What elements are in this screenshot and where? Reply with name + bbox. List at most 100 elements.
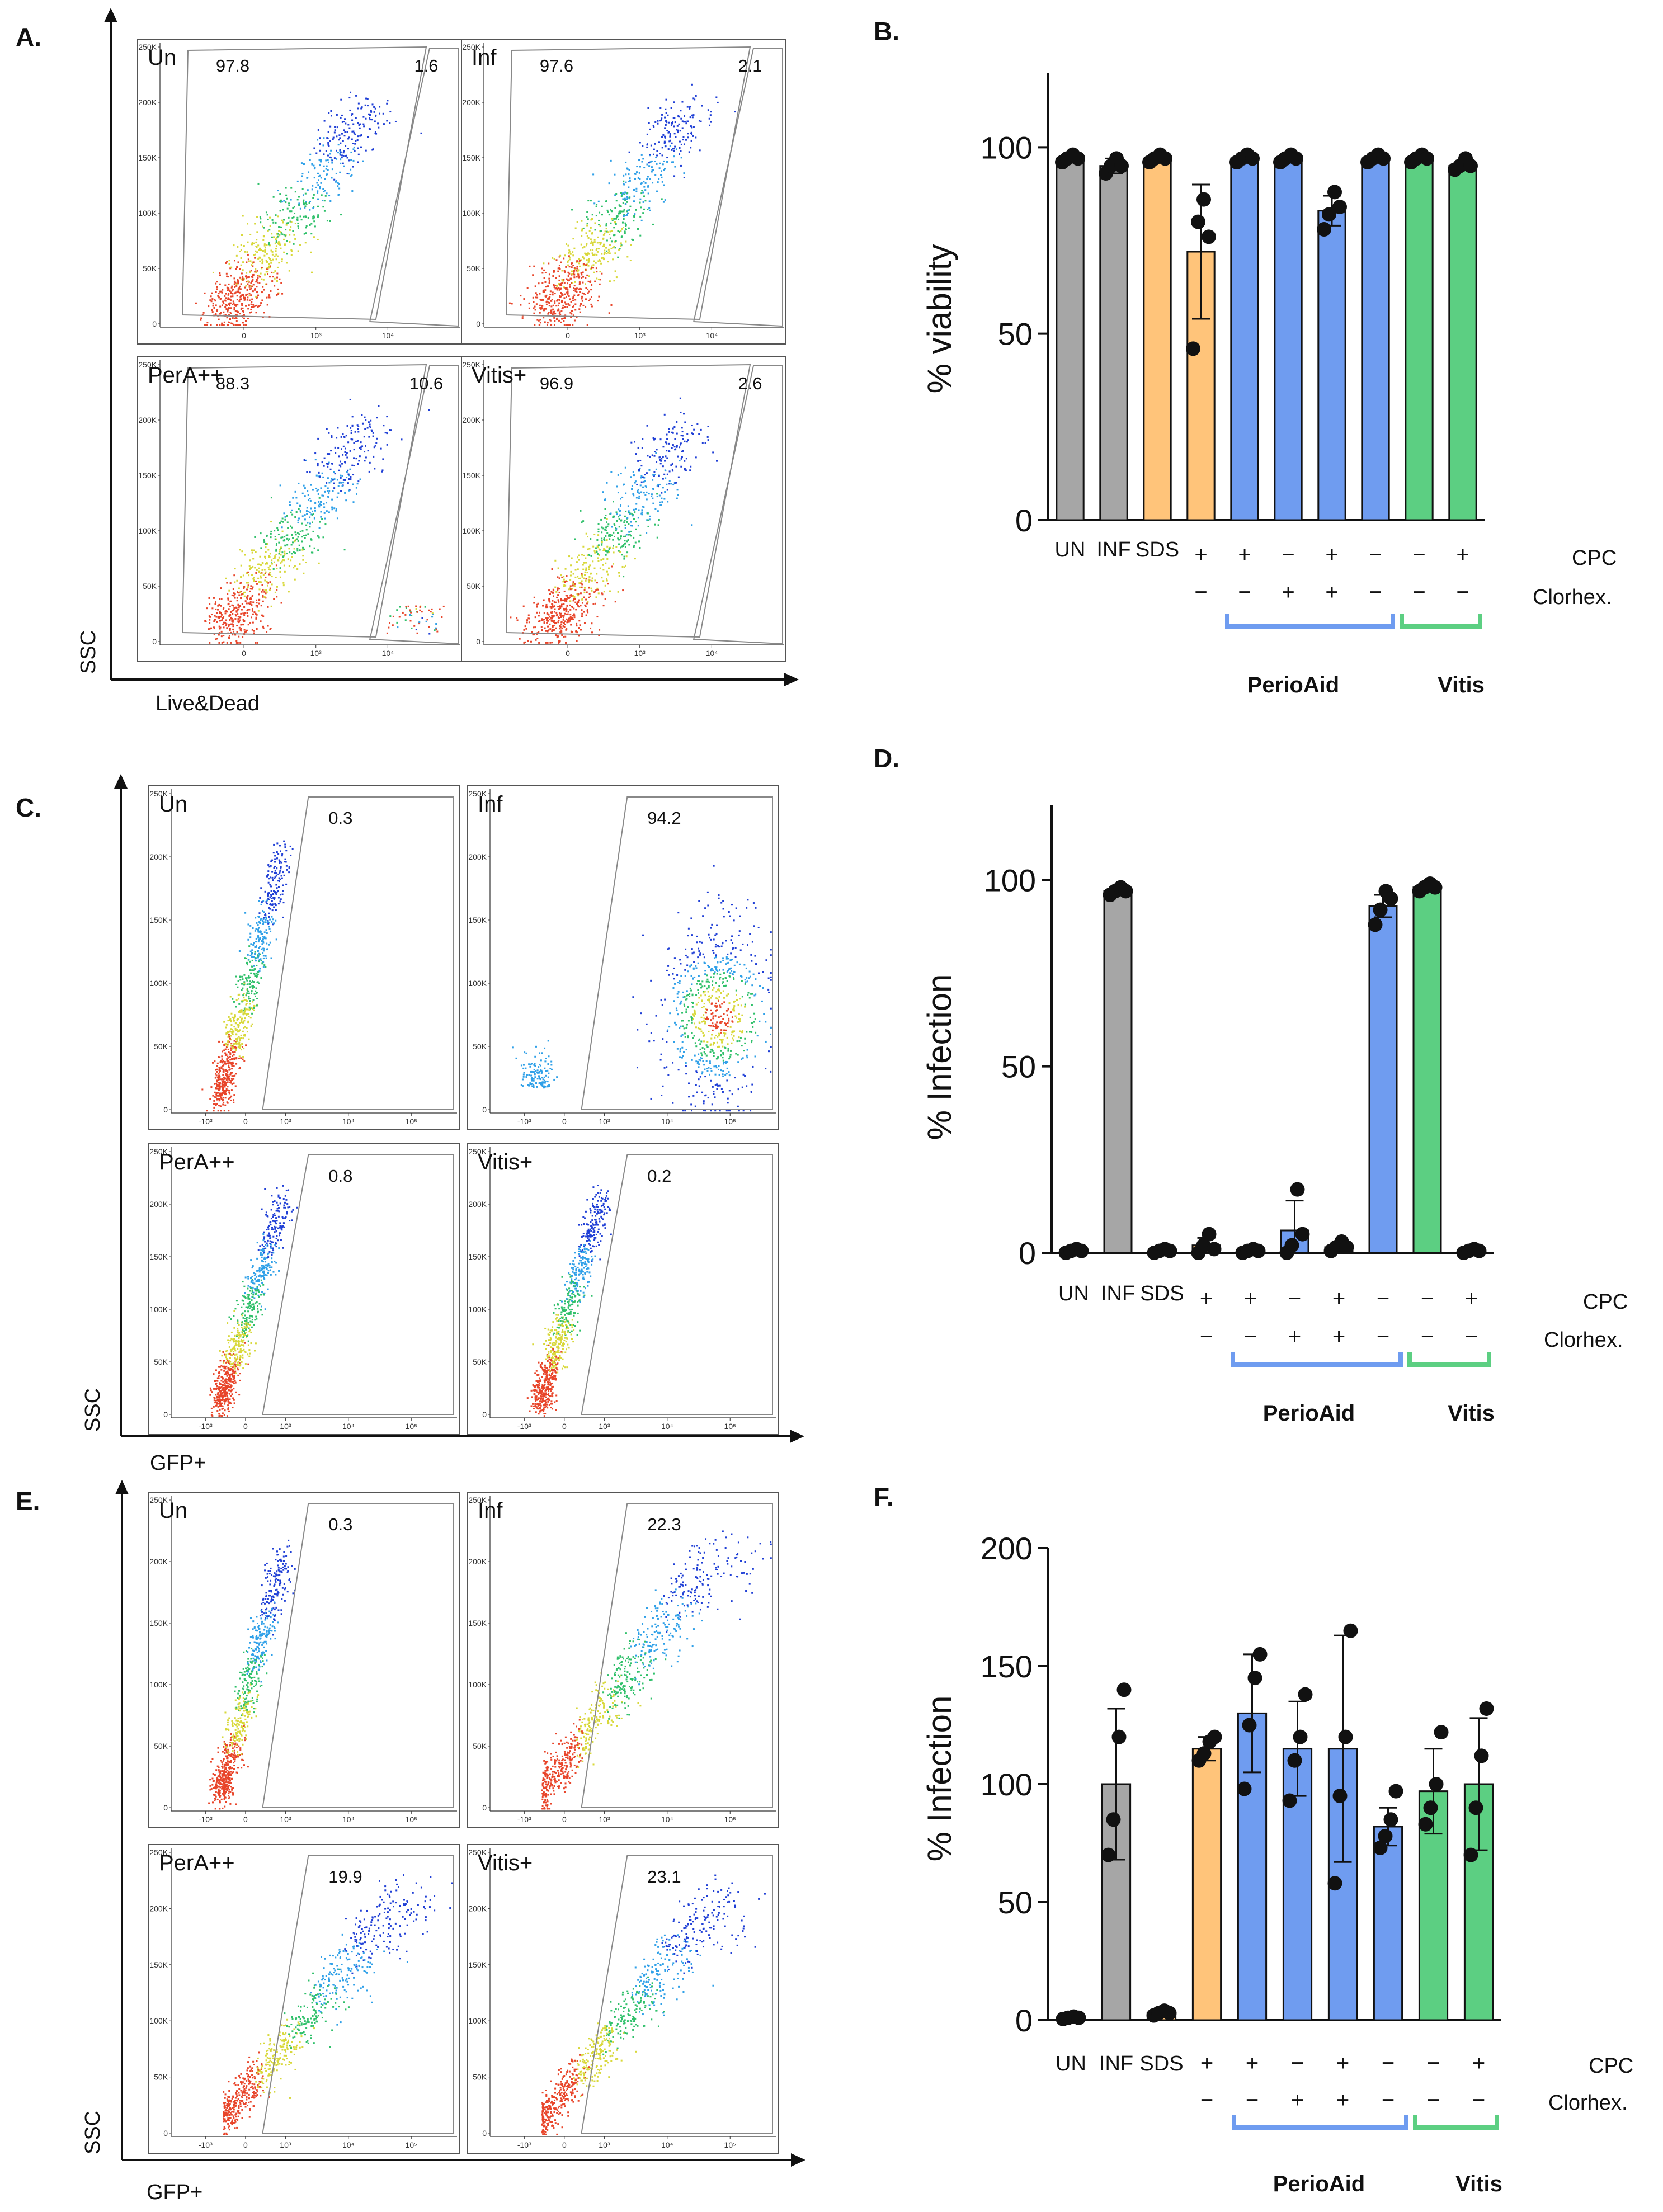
event-dot <box>574 589 577 591</box>
event-dot <box>699 983 701 985</box>
event-dot <box>294 212 296 214</box>
event-dot <box>338 134 341 136</box>
event-dot <box>398 616 401 618</box>
event-dot <box>405 607 407 609</box>
event-dot <box>366 427 369 429</box>
event-dot <box>597 544 600 546</box>
event-dot <box>656 496 658 498</box>
event-dot <box>318 497 321 499</box>
event-dot <box>603 591 605 593</box>
event-dot <box>624 566 626 568</box>
event-dot <box>261 569 263 571</box>
event-dot <box>591 305 593 308</box>
event-dot <box>246 1014 248 1016</box>
event-dot <box>215 313 217 315</box>
event-dot <box>232 1047 234 1049</box>
event-dot <box>704 970 706 972</box>
event-dot <box>336 114 338 116</box>
event-dot <box>277 890 280 892</box>
event-dot <box>268 878 270 880</box>
event-dot <box>583 591 586 593</box>
event-dot <box>231 1068 233 1070</box>
event-dot <box>340 162 342 164</box>
event-dot <box>263 541 266 543</box>
event-dot <box>260 564 262 566</box>
event-dot <box>328 511 330 513</box>
event-dot <box>332 136 335 139</box>
event-dot <box>312 218 314 220</box>
event-dot <box>218 293 220 295</box>
event-dot <box>254 975 256 977</box>
event-dot <box>285 201 287 204</box>
event-dot <box>249 1003 251 1005</box>
event-dot <box>338 455 340 458</box>
event-dot <box>320 516 322 518</box>
event-dot <box>261 299 263 301</box>
event-dot <box>295 511 298 513</box>
event-dot <box>359 447 361 449</box>
event-dot <box>319 143 321 145</box>
event-dot <box>601 526 603 529</box>
event-dot <box>563 576 565 578</box>
event-dot <box>623 576 625 578</box>
event-dot <box>216 309 219 311</box>
event-dot <box>317 463 319 465</box>
event-dot <box>728 1071 730 1073</box>
event-dot <box>689 106 691 108</box>
event-dot <box>624 214 626 216</box>
event-dot <box>225 1026 227 1029</box>
event-dot <box>523 298 525 300</box>
event-dot <box>549 593 551 595</box>
event-dot <box>204 292 206 294</box>
event-dot <box>640 481 643 483</box>
event-dot <box>233 1054 235 1056</box>
event-dot <box>306 507 308 509</box>
event-dot <box>267 894 269 896</box>
event-dot <box>561 576 563 578</box>
event-dot <box>275 904 277 907</box>
event-dot <box>234 1014 236 1016</box>
event-dot <box>614 240 616 243</box>
event-dot <box>235 304 237 306</box>
y-tick-label: 250K <box>138 43 157 51</box>
event-dot <box>536 611 538 614</box>
event-dot <box>222 1068 224 1070</box>
event-dot <box>535 292 537 294</box>
event-dot <box>223 1091 225 1093</box>
event-dot <box>301 522 303 525</box>
event-dot <box>619 551 621 553</box>
event-dot <box>323 210 326 212</box>
event-dot <box>535 303 538 305</box>
event-dot <box>280 562 282 564</box>
event-dot <box>268 907 270 909</box>
event-dot <box>574 309 577 311</box>
event-dot <box>661 154 663 157</box>
event-dot <box>637 491 639 493</box>
event-dot <box>670 124 672 126</box>
event-dot <box>628 510 630 512</box>
event-dot <box>230 1073 232 1075</box>
event-dot <box>565 598 567 600</box>
event-dot <box>632 493 634 495</box>
event-dot <box>541 267 543 270</box>
event-dot <box>628 523 630 525</box>
event-dot <box>342 162 344 164</box>
event-dot <box>706 891 709 893</box>
event-dot <box>224 1104 227 1106</box>
event-dot <box>222 1087 224 1090</box>
event-dot <box>590 538 592 540</box>
event-dot <box>538 1070 540 1073</box>
event-dot <box>220 614 223 616</box>
event-dot <box>664 136 666 139</box>
event-dot <box>219 1078 222 1081</box>
event-dot <box>276 266 279 268</box>
event-dot <box>725 958 728 960</box>
event-dot <box>235 317 238 319</box>
event-dot <box>329 125 332 128</box>
event-dot <box>300 180 303 182</box>
event-dot <box>350 478 352 480</box>
gate-value-dead: 10.6 <box>409 374 443 393</box>
event-dot <box>643 480 645 483</box>
event-dot <box>229 1047 232 1049</box>
event-dot <box>552 603 554 606</box>
